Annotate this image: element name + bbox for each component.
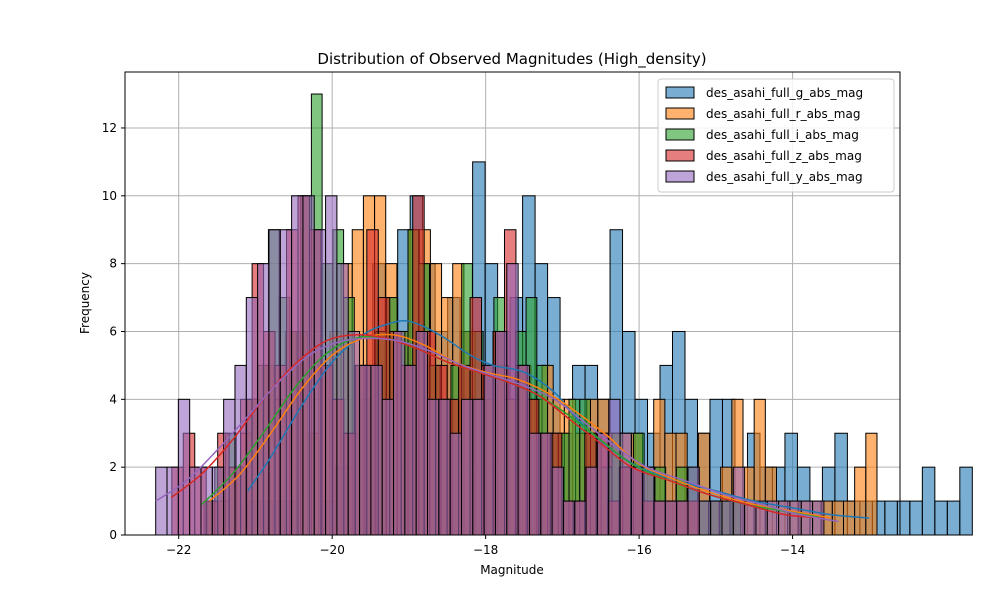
legend-item: des_asahi_full_y_abs_mag xyxy=(665,170,863,184)
legend-swatch xyxy=(665,149,695,162)
histogram-bar xyxy=(370,364,383,536)
histogram-bar xyxy=(865,432,878,536)
histogram-bar xyxy=(934,500,948,536)
histogram-bar xyxy=(687,466,700,536)
chart-title: Distribution of Observed Magnitudes (Hig… xyxy=(317,50,706,69)
histogram-bar xyxy=(155,466,168,536)
histogram-bar xyxy=(721,500,734,536)
histogram-bar xyxy=(359,364,372,536)
histogram-bar xyxy=(664,500,678,536)
y-axis-label: Frequency xyxy=(78,272,92,334)
histogram-bar xyxy=(302,195,315,536)
histogram-bar xyxy=(347,330,361,536)
histogram-bar xyxy=(909,500,923,536)
x-tick-label: −16 xyxy=(626,543,651,557)
x-tick-label: −22 xyxy=(166,543,191,557)
histogram-bar xyxy=(460,398,474,536)
y-tick-label: 6 xyxy=(109,324,117,338)
y-tick-label: 8 xyxy=(109,257,117,271)
histogram-bar xyxy=(449,432,462,536)
legend-swatch xyxy=(665,86,695,99)
histogram-bar xyxy=(551,466,564,536)
histogram-bar xyxy=(562,500,576,536)
histogram-bar xyxy=(854,466,867,536)
histogram-bar xyxy=(381,398,395,536)
kde-curve xyxy=(155,337,839,523)
histogram-bar xyxy=(676,500,689,536)
legend-item: des_asahi_full_i_abs_mag xyxy=(665,128,859,142)
histogram-bar xyxy=(608,398,621,536)
y-tick-label: 10 xyxy=(102,189,117,203)
histogram-bar xyxy=(574,500,587,536)
legend-box xyxy=(657,78,895,193)
histogram-bar xyxy=(540,432,553,536)
histogram-bar xyxy=(959,466,973,536)
legend-label: des_asahi_full_i_abs_mag xyxy=(706,128,859,142)
histogram-bar xyxy=(642,466,655,536)
histogram-bar xyxy=(528,432,542,536)
histogram-bar xyxy=(710,500,723,536)
y-tick-label: 4 xyxy=(109,392,117,406)
legend: des_asahi_full_g_abs_mag des_asahi_full_r… xyxy=(657,78,895,193)
histogram-bar xyxy=(483,364,496,536)
histogram-bar xyxy=(177,398,191,536)
histogram-bar xyxy=(698,500,712,536)
kde-curve xyxy=(208,333,832,519)
histogram-bar xyxy=(842,500,856,536)
x-tick-label: −18 xyxy=(473,543,498,557)
y-tick-label: 12 xyxy=(102,121,117,135)
histogram-bar xyxy=(438,398,451,536)
histogram-bar xyxy=(325,195,338,536)
x-axis-label: Magnitude xyxy=(480,563,544,577)
axis-ticks: −22 −20 −18 −16 −14 0 2 4 6 8 10 12 xyxy=(102,121,806,557)
histogram-bar xyxy=(630,466,644,536)
histogram-bar xyxy=(494,330,508,536)
histogram-bar xyxy=(234,364,247,536)
legend-item: des_asahi_full_g_abs_mag xyxy=(665,86,863,100)
histogram-bar xyxy=(313,229,327,536)
y-tick-label: 0 xyxy=(109,528,117,542)
legend-label: des_asahi_full_y_abs_mag xyxy=(706,170,863,184)
legend-swatch xyxy=(665,107,695,120)
axes-frame xyxy=(124,71,901,536)
legend-item: des_asahi_full_r_abs_mag xyxy=(665,107,860,121)
histogram-bar xyxy=(166,466,179,536)
histogram-bar xyxy=(223,398,236,536)
y-tick-label: 2 xyxy=(109,460,117,474)
histogram-bar xyxy=(472,398,485,536)
histogram-bar xyxy=(921,466,936,536)
histogram-bar xyxy=(279,229,293,536)
histogram-bars xyxy=(155,93,973,536)
legend-swatch xyxy=(665,170,695,183)
kde-curve xyxy=(247,320,870,519)
histogram-bar xyxy=(393,330,406,536)
histogram-bar xyxy=(884,500,898,536)
legend-swatch xyxy=(665,128,695,141)
histogram-bar xyxy=(653,500,666,536)
histogram-bar xyxy=(336,263,349,536)
histogram-bar xyxy=(789,500,802,536)
histogram-bar xyxy=(415,330,429,536)
kde-curves xyxy=(155,320,870,523)
histogram-bar xyxy=(506,263,519,536)
histogram-bar xyxy=(800,500,814,536)
legend-item: des_asahi_full_z_abs_mag xyxy=(665,149,862,163)
legend-label: des_asahi_full_z_abs_mag xyxy=(706,149,862,163)
histogram-bar xyxy=(946,500,961,536)
histogram-bar xyxy=(427,398,440,536)
histogram-bar xyxy=(896,500,911,536)
x-tick-label: −14 xyxy=(780,543,805,557)
x-tick-label: −20 xyxy=(320,543,345,557)
histogram-bar xyxy=(404,364,417,536)
histogram-bar xyxy=(831,500,844,536)
histogram-bar xyxy=(585,466,598,536)
legend-label: des_asahi_full_r_abs_mag xyxy=(706,107,860,121)
histogram-bar xyxy=(200,466,213,536)
legend-label: des_asahi_full_g_abs_mag xyxy=(706,86,863,100)
histogram-bar xyxy=(211,466,225,536)
